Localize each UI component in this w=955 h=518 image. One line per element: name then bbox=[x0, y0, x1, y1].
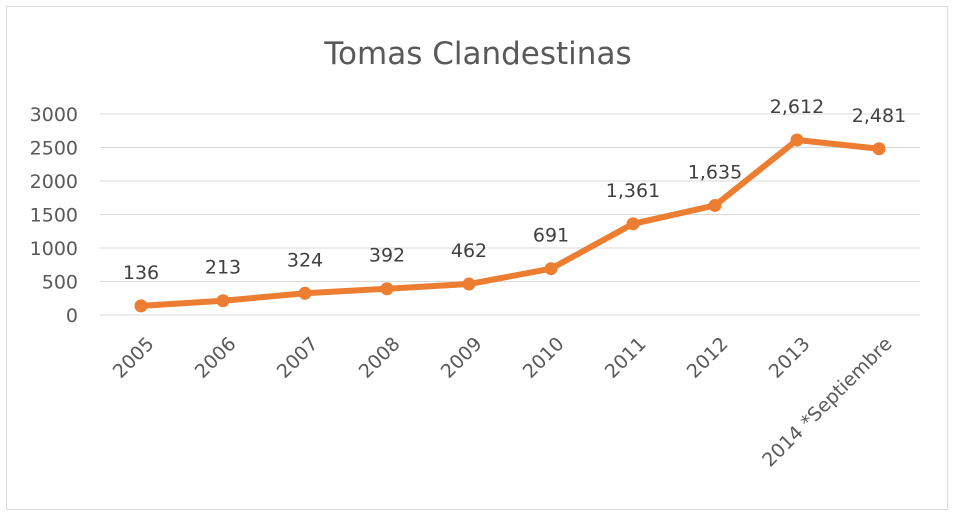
x-tick-label: 2005 bbox=[109, 333, 159, 383]
x-tick-label: 2011 bbox=[601, 333, 651, 383]
x-tick-label: 2010 bbox=[519, 333, 569, 383]
data-label: 2,481 bbox=[852, 105, 906, 127]
chart-area bbox=[6, 6, 948, 510]
data-label: 2,612 bbox=[770, 96, 824, 118]
data-label: 462 bbox=[451, 240, 487, 262]
y-tick-label: 1000 bbox=[30, 238, 78, 260]
data-point bbox=[544, 262, 558, 276]
y-tick-label: 500 bbox=[42, 272, 78, 294]
y-axis-ticks: 0 500 1000 1500 2000 2500 3000 bbox=[30, 104, 78, 327]
data-label: 324 bbox=[287, 249, 323, 271]
data-point bbox=[462, 277, 476, 291]
data-point bbox=[216, 294, 230, 308]
data-point bbox=[626, 217, 640, 231]
x-tick-label: 2007 bbox=[273, 333, 323, 383]
x-tick-label: 2006 bbox=[191, 333, 241, 383]
data-label: 213 bbox=[205, 257, 241, 279]
x-tick-label: 2012 bbox=[683, 333, 733, 383]
data-point bbox=[872, 142, 886, 156]
data-point bbox=[380, 282, 394, 296]
data-point bbox=[790, 133, 804, 147]
chart-title: Tomas Clandestinas bbox=[323, 36, 631, 72]
data-labels: 136 213 324 392 462 691 1,361 1,635 2,612 2,481 bbox=[123, 96, 906, 284]
y-tick-label: 2500 bbox=[30, 138, 78, 160]
data-point bbox=[134, 299, 148, 313]
y-tick-label: 3000 bbox=[30, 104, 78, 126]
x-tick-label: 2013 bbox=[765, 333, 815, 383]
x-axis-ticks: 2005 2006 2007 2008 2009 2010 2011 2012 20132014… bbox=[109, 333, 897, 471]
data-label: 392 bbox=[369, 245, 405, 267]
x-tick-label: 2008 bbox=[355, 333, 405, 383]
series-line bbox=[134, 133, 886, 313]
series-line-path bbox=[138, 136, 882, 309]
data-point bbox=[708, 198, 722, 212]
data-label: 1,635 bbox=[688, 161, 742, 183]
data-label: 136 bbox=[123, 262, 159, 284]
y-tick-label: 1500 bbox=[30, 205, 78, 227]
x-tick-label: 2009 bbox=[437, 333, 487, 383]
y-tick-label: 0 bbox=[66, 305, 78, 327]
data-label: 1,361 bbox=[606, 180, 660, 202]
data-label: 691 bbox=[533, 225, 569, 247]
y-tick-label: 2000 bbox=[30, 171, 78, 193]
data-point bbox=[298, 286, 312, 300]
